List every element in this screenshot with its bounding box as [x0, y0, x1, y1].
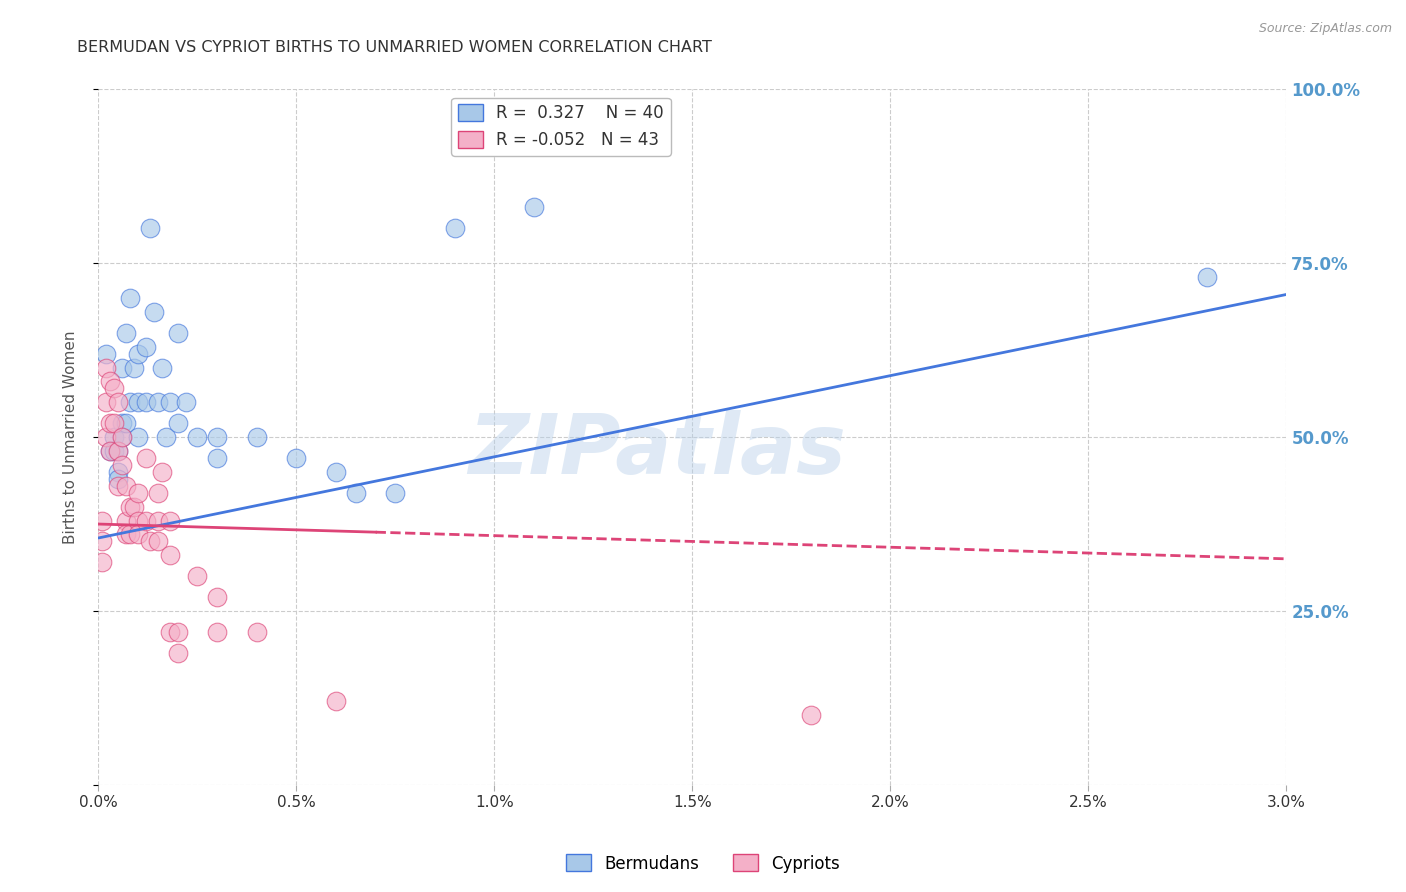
Point	[127, 485, 149, 500]
Point	[1197, 270, 1219, 285]
Point	[115, 326, 138, 340]
Point	[285, 450, 308, 465]
Point	[523, 201, 546, 215]
Text: Source: ZipAtlas.com: Source: ZipAtlas.com	[1258, 22, 1392, 36]
Point	[159, 514, 181, 528]
Point	[166, 326, 188, 340]
Point	[96, 346, 118, 360]
Point	[135, 340, 157, 354]
Point	[139, 534, 162, 549]
Point	[103, 416, 125, 430]
Point	[120, 500, 142, 514]
Point	[91, 555, 114, 569]
Point	[207, 590, 229, 604]
Point	[127, 430, 149, 444]
Point	[122, 360, 145, 375]
Point	[115, 514, 138, 528]
Point	[159, 549, 181, 563]
Point	[166, 624, 188, 639]
Point	[107, 395, 129, 409]
Legend: Bermudans, Cypriots: Bermudans, Cypriots	[560, 847, 846, 880]
Point	[96, 395, 118, 409]
Point	[166, 646, 188, 660]
Point	[107, 444, 129, 458]
Point	[246, 430, 269, 444]
Point	[139, 221, 162, 235]
Point	[122, 500, 145, 514]
Point	[207, 430, 229, 444]
Point	[91, 514, 114, 528]
Point	[111, 430, 134, 444]
Point	[111, 430, 134, 444]
Point	[146, 395, 169, 409]
Point	[150, 360, 173, 375]
Point	[159, 624, 181, 639]
Legend: R =  0.327    N = 40, R = -0.052   N = 43: R = 0.327 N = 40, R = -0.052 N = 43	[451, 97, 671, 155]
Text: BERMUDAN VS CYPRIOT BIRTHS TO UNMARRIED WOMEN CORRELATION CHART: BERMUDAN VS CYPRIOT BIRTHS TO UNMARRIED …	[77, 40, 713, 55]
Point	[120, 527, 142, 541]
Point	[111, 360, 134, 375]
Point	[127, 346, 149, 360]
Point	[91, 534, 114, 549]
Point	[155, 430, 177, 444]
Point	[103, 430, 125, 444]
Point	[142, 305, 165, 319]
Point	[146, 534, 169, 549]
Point	[135, 450, 157, 465]
Point	[246, 624, 269, 639]
Point	[107, 465, 129, 479]
Point	[150, 465, 173, 479]
Point	[115, 416, 138, 430]
Point	[107, 479, 129, 493]
Point	[384, 485, 406, 500]
Point	[325, 465, 347, 479]
Point	[96, 360, 118, 375]
Point	[325, 694, 347, 708]
Point	[103, 381, 125, 395]
Y-axis label: Births to Unmarried Women: Births to Unmarried Women	[63, 330, 77, 544]
Point	[344, 485, 367, 500]
Point	[207, 624, 229, 639]
Point	[98, 444, 121, 458]
Point	[127, 395, 149, 409]
Point	[115, 527, 138, 541]
Point	[444, 221, 467, 235]
Point	[107, 444, 129, 458]
Point	[107, 472, 129, 486]
Point	[96, 430, 118, 444]
Point	[800, 708, 823, 723]
Point	[135, 514, 157, 528]
Point	[120, 395, 142, 409]
Point	[98, 375, 121, 389]
Point	[207, 450, 229, 465]
Point	[159, 395, 181, 409]
Point	[103, 444, 125, 458]
Point	[186, 430, 208, 444]
Point	[174, 395, 197, 409]
Point	[135, 395, 157, 409]
Point	[146, 485, 169, 500]
Point	[111, 458, 134, 472]
Point	[98, 416, 121, 430]
Point	[146, 514, 169, 528]
Point	[127, 514, 149, 528]
Point	[120, 291, 142, 305]
Text: ZIPatlas: ZIPatlas	[468, 410, 846, 491]
Point	[111, 416, 134, 430]
Point	[98, 444, 121, 458]
Point	[127, 527, 149, 541]
Point	[115, 479, 138, 493]
Point	[186, 569, 208, 583]
Point	[166, 416, 188, 430]
